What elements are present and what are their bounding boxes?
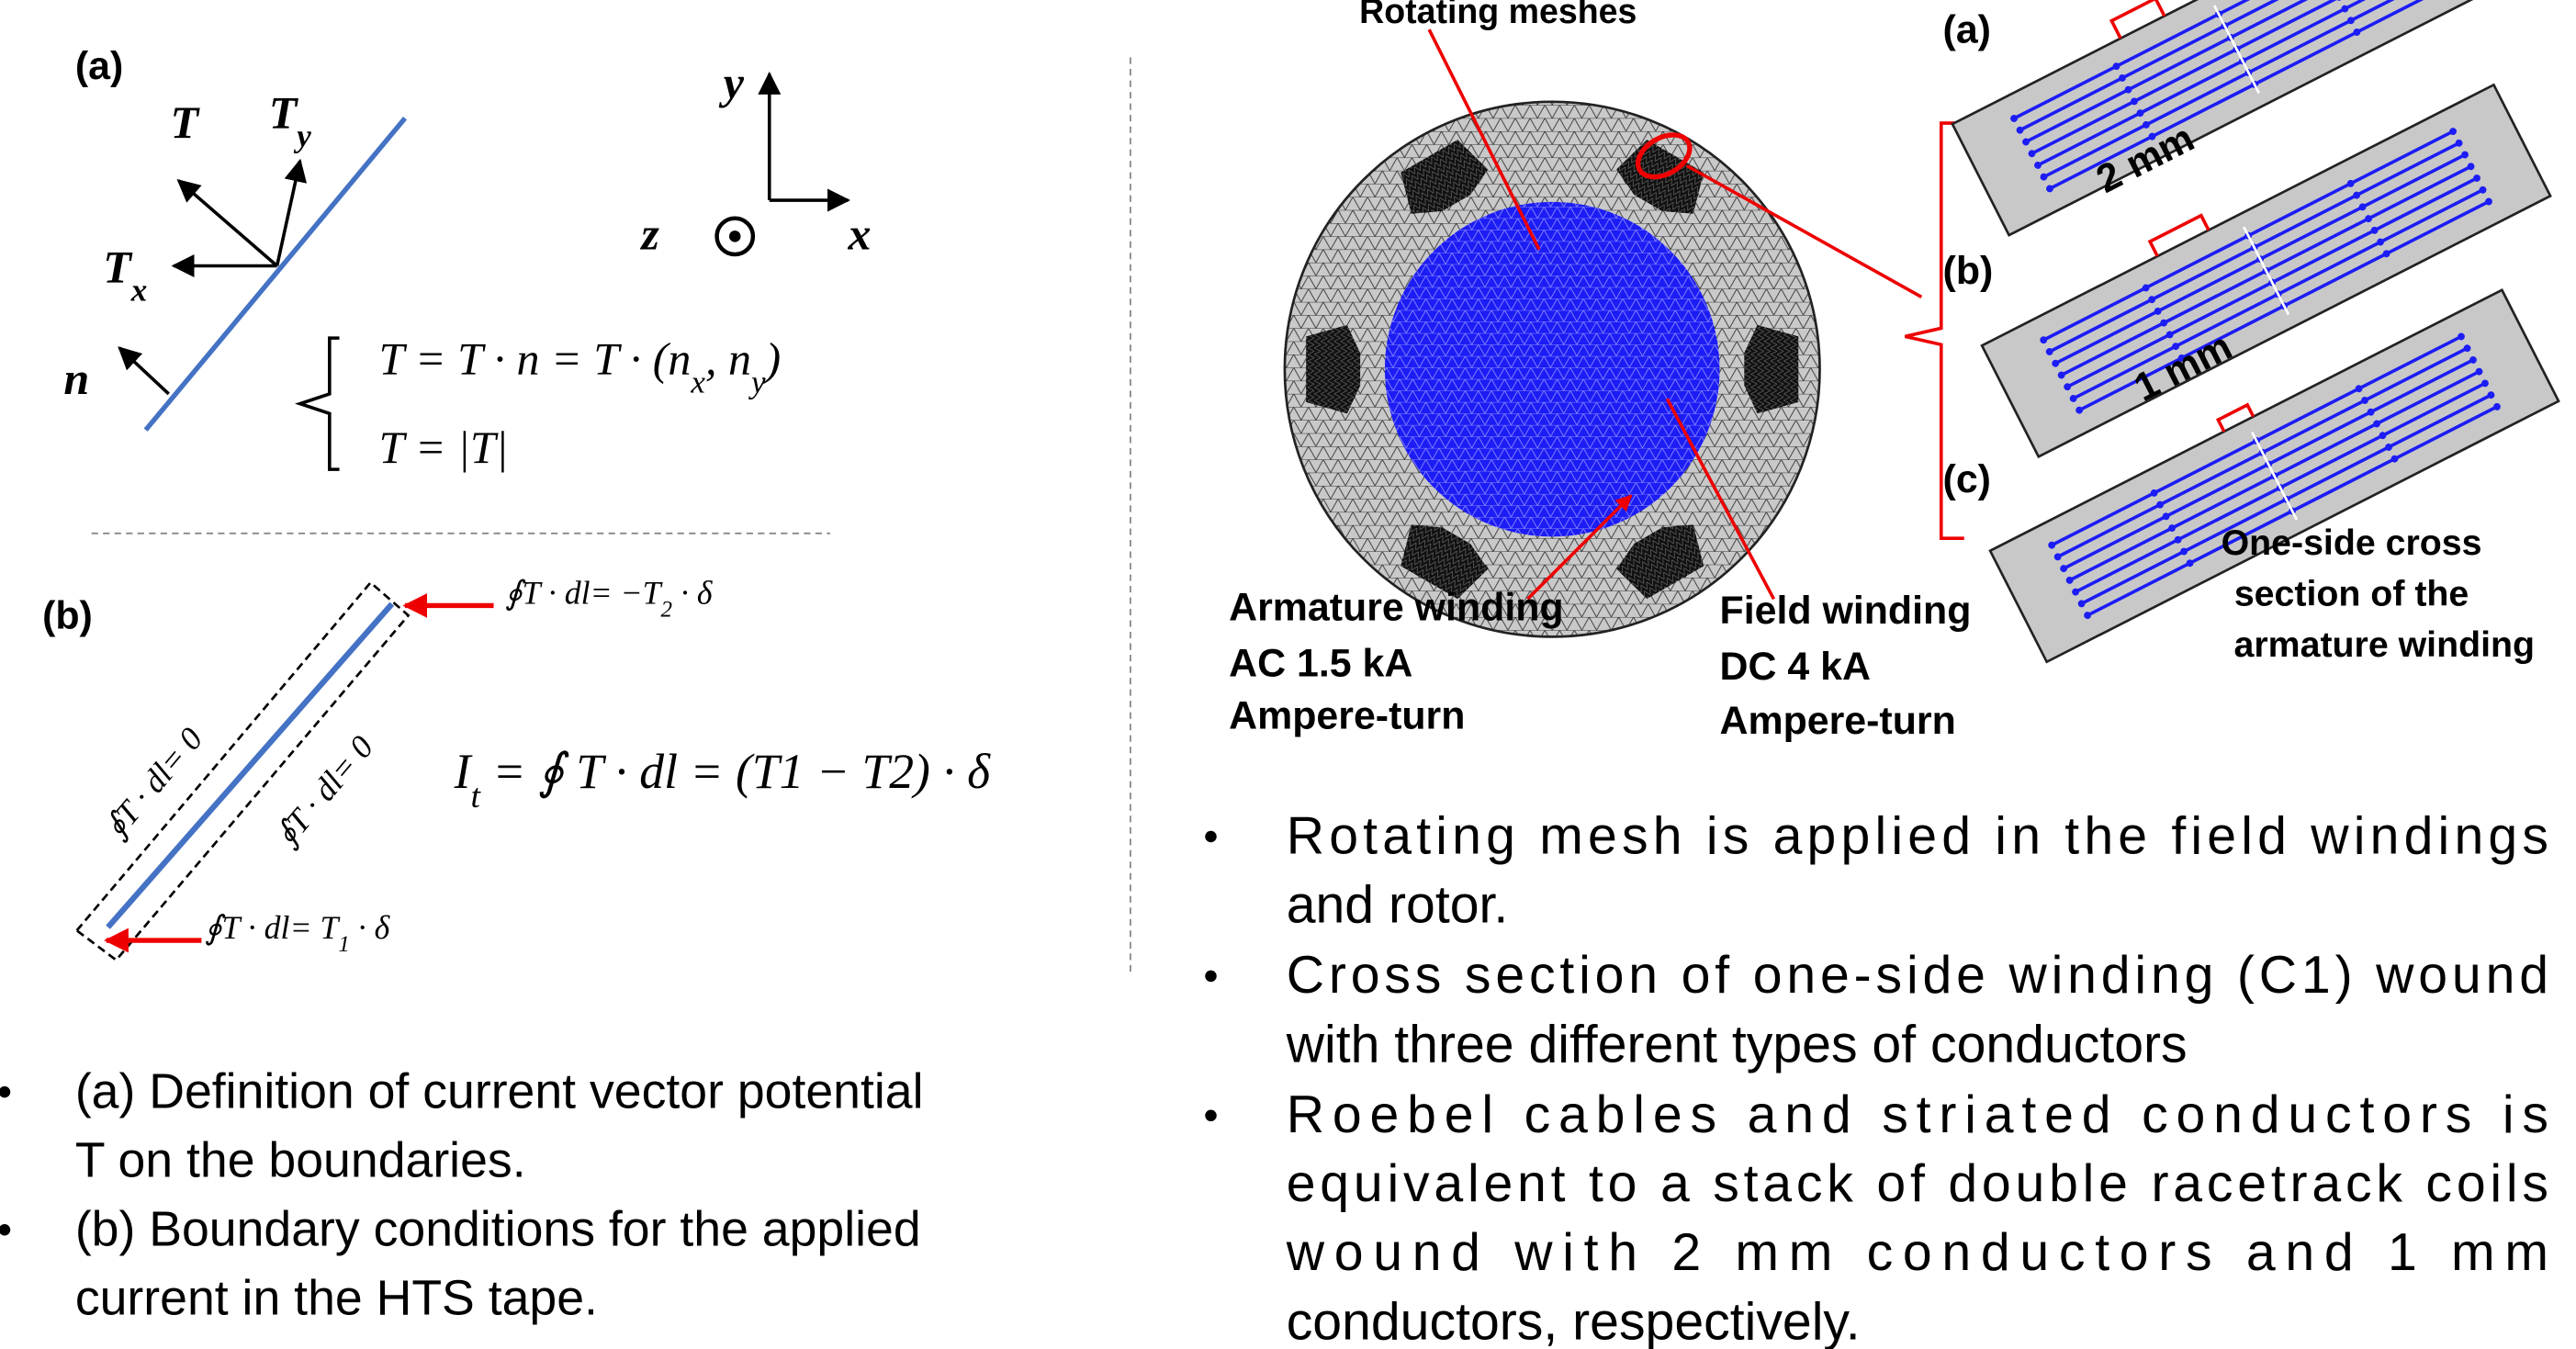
boundary-line xyxy=(146,118,405,431)
pole-mesh xyxy=(1744,325,1798,414)
mesh-label: Rotating meshes xyxy=(1359,0,1637,30)
machine-mesh: Rotating meshes Armature winding AC 1.5 … xyxy=(1229,0,1971,743)
winding-label: AC 1.5 kA xyxy=(1229,641,1412,685)
text-part: T = T · n = T · (n xyxy=(378,332,691,384)
text-part: ∮T · dl= T xyxy=(205,909,340,946)
out-of-plane-symbol xyxy=(729,230,741,242)
text-part: T xyxy=(103,241,133,292)
cross-sections: (a) (b) (c) 2 mm 1 mm One-side cross sec… xyxy=(1905,0,2559,665)
boundary-condition: ∮T · dl= T1 · δ xyxy=(205,909,391,957)
bullet-text: (b) Boundary conditions for the applied xyxy=(75,1201,921,1256)
section-label: (a) xyxy=(1943,7,1991,51)
text-part: · δ xyxy=(672,575,714,612)
equation: T = T · n = T · (nx, ny) xyxy=(378,332,781,399)
winding-label: Ampere-turn xyxy=(1229,693,1465,737)
subscript: y xyxy=(293,118,311,153)
section-label: (b) xyxy=(1943,249,1994,293)
bullet-text: T on the boundaries. xyxy=(75,1132,526,1187)
bullet-text: with three different types of conductors xyxy=(1286,1015,2188,1074)
text-part: ) xyxy=(763,332,782,384)
text-part: , n xyxy=(705,332,751,384)
panel-b: (b) ∮T · dl= −T2 · δ ∮T · dl= T1 · δ ∮T … xyxy=(42,575,991,961)
subscript: x xyxy=(130,272,148,308)
caption: One-side cross xyxy=(2222,523,2482,563)
winding-label: Field winding xyxy=(1720,589,1972,633)
subscript: y xyxy=(748,364,766,399)
axis-label: y xyxy=(719,57,745,108)
caption: armature winding xyxy=(2234,624,2536,665)
bullet-marker xyxy=(0,1224,10,1236)
slide: (a) T Ty Tx n y x z T = T · n = T · (nx,… xyxy=(0,0,2576,1349)
normal-arrow xyxy=(119,348,169,394)
text-part: ∮T · dl= −T xyxy=(505,575,663,612)
text-part: = ∮ T · dl = (T1 − T2) · δ xyxy=(480,744,991,799)
subscript: x xyxy=(690,364,705,399)
boundary-condition: ∮T · dl= 0 xyxy=(267,728,380,853)
bullet-text: and rotor. xyxy=(1287,875,1509,934)
bullet-text: equivalent to a stack of double racetrac… xyxy=(1287,1154,2548,1213)
vector-label: Ty xyxy=(269,86,312,153)
winding-label: DC 4 kA xyxy=(1720,645,1871,689)
vector-label: T xyxy=(170,96,200,148)
bullet-marker xyxy=(1205,971,1217,983)
right-bullets: Rotating mesh is applied in the field wi… xyxy=(1205,806,2548,1349)
text-part: T xyxy=(269,86,299,138)
vector-label: n xyxy=(63,353,89,404)
bullet-text: (a) Definition of current vector potenti… xyxy=(75,1063,924,1119)
vector-arrow xyxy=(178,181,276,266)
bullet-text: Rotating mesh is applied in the field wi… xyxy=(1287,806,2548,865)
left-bullets: (a) Definition of current vector potenti… xyxy=(0,1063,924,1325)
bullet-text: wound with 2 mm conductors and 1 mm xyxy=(1286,1223,2548,1282)
rotor-mesh xyxy=(1385,202,1720,537)
text-part: · δ xyxy=(350,909,391,946)
panel-a: (a) T Ty Tx n y x z T = T · n = T · (nx,… xyxy=(63,44,871,473)
current-equation: It = ∮ T · dl = (T1 − T2) · δ xyxy=(454,744,991,815)
bullet-marker xyxy=(1205,831,1217,843)
subscript: 2 xyxy=(661,597,673,622)
pole-mesh xyxy=(1306,325,1360,414)
axis-label: x xyxy=(848,208,872,260)
bullet-text: current in the HTS tape. xyxy=(75,1270,598,1325)
panel-label: (a) xyxy=(75,44,123,88)
bullet-marker xyxy=(1205,1110,1217,1122)
equation: T = |T| xyxy=(378,422,508,473)
bullet-text: Cross section of one-side winding (C1) w… xyxy=(1287,946,2548,1005)
caption: section of the xyxy=(2234,573,2469,613)
winding-label: Ampere-turn xyxy=(1720,699,1956,743)
pole-shape xyxy=(1306,325,1360,414)
panel-label: (b) xyxy=(42,593,93,637)
winding-label: Armature winding xyxy=(1229,586,1563,630)
pole-shape xyxy=(1744,325,1798,414)
bullet-text: conductors, respectively. xyxy=(1287,1292,1861,1349)
section-label: (c) xyxy=(1943,457,1991,501)
brace xyxy=(300,338,340,469)
vector-label: Tx xyxy=(103,241,147,308)
axis-label: z xyxy=(639,208,659,260)
bullet-marker xyxy=(0,1086,10,1098)
boundary-condition: ∮T · dl= −T2 · δ xyxy=(505,575,714,623)
subscript: 1 xyxy=(338,932,350,957)
bullet-text: Roebel cables and striated conductors is xyxy=(1287,1085,2548,1144)
